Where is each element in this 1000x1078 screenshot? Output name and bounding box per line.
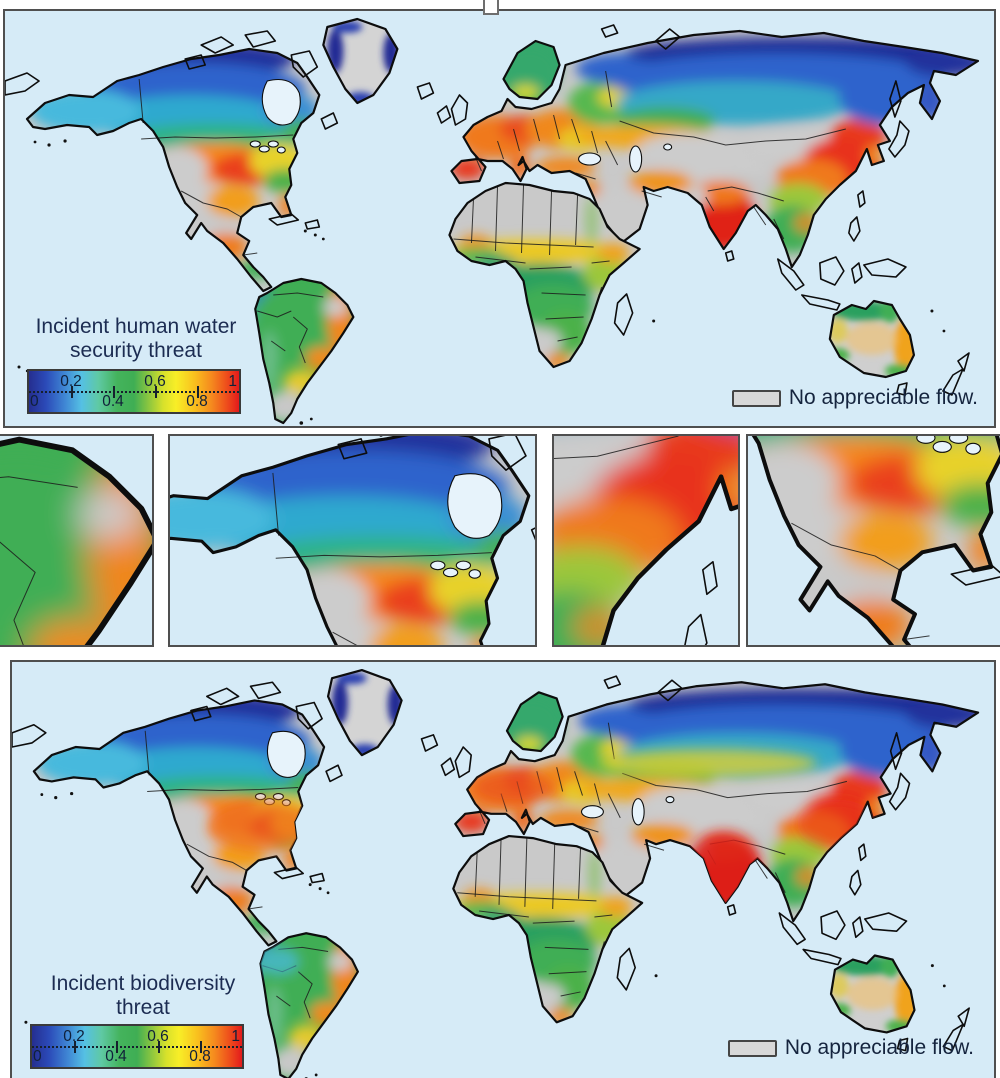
colorbar-major-tick <box>200 1040 202 1053</box>
no-flow-swatch <box>731 389 781 407</box>
inset-eastern-south-america <box>0 434 154 647</box>
colorbar-tick-label: 0.8 <box>189 1047 211 1065</box>
no-appreciable-flow-legend: No appreciable flow. <box>727 1036 974 1060</box>
inset-eastern-china <box>552 434 740 647</box>
colorbar-tick-label: 1 <box>231 1028 240 1046</box>
legend-title-human-water-security: Incident human water security threat <box>23 315 249 363</box>
colorbar-tick-label: 0 <box>29 392 39 410</box>
colorbar-tick-label: 0.4 <box>102 392 124 410</box>
colorbar-tick-label: 1 <box>228 373 237 391</box>
colorbar-major-tick <box>155 385 157 398</box>
colorbar-top-labels: 0.2 0.6 1 <box>32 1026 242 1047</box>
colorbar-tick-label: 0.4 <box>105 1047 127 1065</box>
missing-character-box-glyph <box>483 0 499 15</box>
colorbar-tick-label: 0.6 <box>147 1028 169 1046</box>
inset-canada-northern-us <box>168 434 537 647</box>
no-flow-label: No appreciable flow. <box>784 1036 974 1059</box>
legend-title-line2: threat <box>116 995 170 1019</box>
colorbar-tick-label: 0.2 <box>60 373 82 391</box>
legend-title-line1: Incident biodiversity <box>50 972 236 995</box>
colorbar-tick-label: 0.8 <box>186 392 208 410</box>
colorbar-tick-label: 0 <box>32 1047 42 1065</box>
inset-southern-us-mexico <box>746 434 1000 647</box>
colorbar-tick-label: 0.2 <box>63 1028 85 1046</box>
no-flow-swatch <box>727 1039 777 1057</box>
colorbar-major-tick <box>197 385 199 398</box>
colorbar-major-tick <box>116 1040 118 1053</box>
colorbar-top-labels: 0.2 0.6 1 <box>29 371 239 392</box>
legend-title-line1: Incident human water <box>35 315 237 338</box>
map-panel-human-water-security: Incident human water security threat 0.2… <box>3 9 996 428</box>
colorbar-tick-line <box>29 390 239 393</box>
colorbar-major-tick <box>113 385 115 398</box>
no-flow-label: No appreciable flow. <box>788 386 978 409</box>
colorbar-major-tick <box>74 1040 76 1053</box>
colorbar-bottom-labels: 0 0.4 0.8 <box>29 392 239 413</box>
colorbar-bottom-labels: 0 0.4 0.8 <box>32 1047 242 1068</box>
colorbar-tick-label: 0.6 <box>144 373 166 391</box>
colorbar-major-tick <box>71 385 73 398</box>
map-panel-biodiversity: Incident biodiversity threat 0.2 0.6 1 0 0.… <box>10 660 996 1078</box>
colorbar-tick-line <box>32 1045 242 1048</box>
world-map-human-water-security <box>5 11 994 426</box>
threat-colorbar: 0.2 0.6 1 0 0.4 0.8 <box>27 369 241 414</box>
legend-title-biodiversity: Incident biodiversity threat <box>30 972 256 1020</box>
colorbar-major-tick <box>158 1040 160 1053</box>
threat-colorbar: 0.2 0.6 1 0 0.4 0.8 <box>30 1024 244 1069</box>
no-appreciable-flow-legend: No appreciable flow. <box>731 386 978 410</box>
legend-title-line2: security threat <box>70 338 202 362</box>
